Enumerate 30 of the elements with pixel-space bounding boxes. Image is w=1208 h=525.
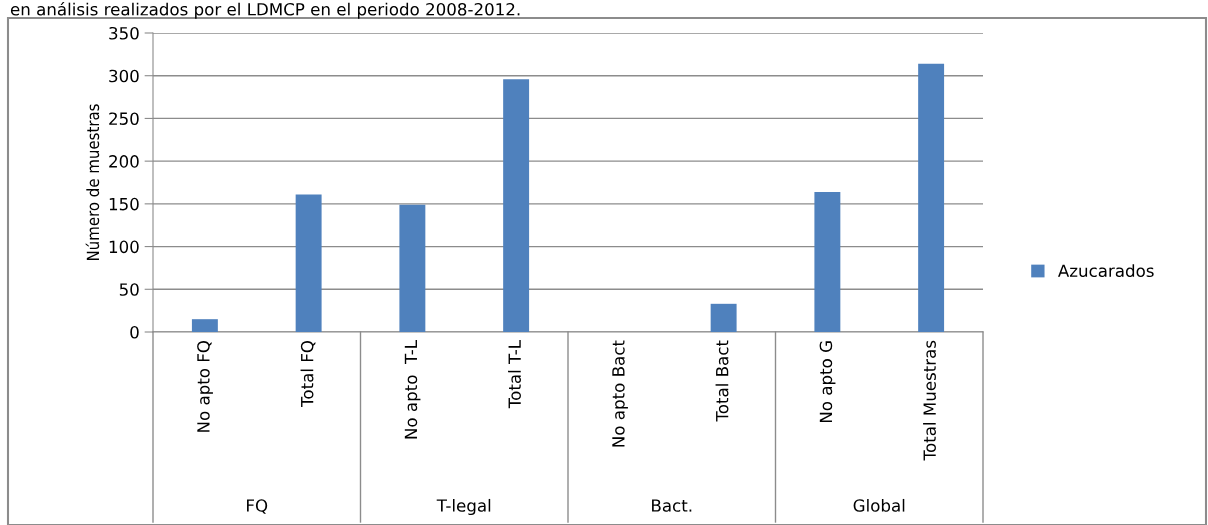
bar [814,191,841,332]
text: en análisis realizados por el LDMCP en el periodo 2008-2012. [10,2,520,19]
x-tick-label: No apto G [819,341,836,423]
y-axis-title: Número de muestras [85,104,100,261]
text: Bact. [652,499,692,512]
x-tick-label: Total T-L [508,340,521,409]
y-tick-label: 100 [109,240,139,254]
bar [191,319,218,332]
y-tick-label: 200 [109,155,139,168]
bar [710,303,737,332]
x-tick-label: Total FQ [300,340,316,407]
bar [918,63,945,332]
x-tick-label: No apto FQ [197,340,213,432]
y-tick-label: 350 [109,26,139,40]
x-tick-label: Total Muestras [923,340,936,461]
text: FQ [247,499,268,514]
y-tick-label: 250 [109,112,139,125]
x-tick-label: Total Bact [715,340,729,422]
y-tick-label: 50 [119,283,139,296]
y-tick-label: 150 [109,197,139,211]
bar [399,204,426,332]
bar [295,194,322,332]
y-tick-label: 300 [109,69,139,83]
y-tick-label: 0 [130,325,139,339]
text: Global [853,498,905,512]
legend-label: Azucarados [1058,264,1154,278]
bar [503,79,530,332]
x-tick-label: No apto Bact [612,340,628,447]
x-tick-label: No apto T-L [404,340,421,439]
text: T-legal [436,498,491,516]
